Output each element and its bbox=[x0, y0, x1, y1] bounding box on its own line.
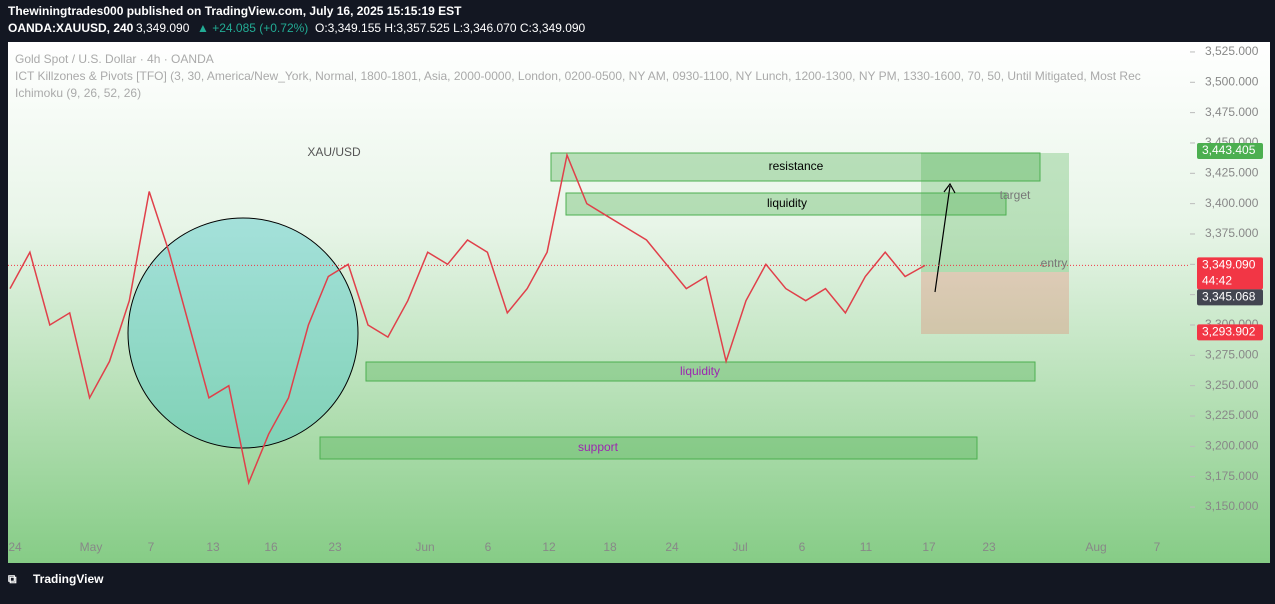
x-tick-label: 23 bbox=[328, 540, 342, 554]
y-tick-label: 3,525.000 bbox=[1205, 44, 1259, 58]
y-tick-label: 3,400.000 bbox=[1205, 196, 1259, 210]
x-tick-label: 11 bbox=[860, 540, 873, 554]
plot bbox=[9, 152, 926, 486]
stop-zone bbox=[921, 272, 1069, 334]
circle-annotation bbox=[127, 217, 359, 449]
price-tag-label: 3,293.902 bbox=[1202, 325, 1256, 339]
x-tick-label: 16 bbox=[264, 540, 278, 554]
price-tag bbox=[1197, 324, 1263, 341]
y-tick-label: 3,375.000 bbox=[1205, 226, 1259, 240]
legend-line: ICT Killzones & Pivots [TFO] (3, 30, Ame… bbox=[15, 69, 1141, 83]
annotation: target bbox=[1000, 188, 1031, 202]
x-tick-label: May bbox=[80, 540, 103, 554]
brand: TradingView bbox=[33, 572, 104, 586]
chart-area bbox=[8, 42, 1270, 563]
x-tick-label: 12 bbox=[542, 540, 556, 554]
chart-title: XAU/USD bbox=[307, 145, 361, 159]
y-tick-label: 3,250.000 bbox=[1205, 378, 1259, 392]
y-tick-label: 3,275.000 bbox=[1205, 348, 1259, 362]
symbol: OANDA:XAUUSD, 240 bbox=[8, 21, 134, 35]
annotation: liquidity bbox=[680, 364, 720, 378]
y-tick-label: 3,225.000 bbox=[1205, 408, 1259, 422]
x-tick-label: 6 bbox=[485, 540, 492, 554]
x-tick-label: 7 bbox=[148, 540, 155, 554]
x-tick-label: 23 bbox=[982, 540, 996, 554]
x-tick-label: 24 bbox=[8, 540, 22, 554]
x-tick-label: Aug bbox=[1085, 540, 1106, 554]
last-price: 3,349.090 bbox=[136, 21, 190, 35]
publisher: Thewiningtrades000 published on TradingV… bbox=[8, 4, 462, 18]
price-line bbox=[9, 152, 926, 486]
y-tick-label: 3,500.000 bbox=[1205, 74, 1259, 88]
legend-line: Gold Spot / U.S. Dollar · 4h · OANDA bbox=[15, 52, 214, 66]
ohlc: O:3,349.155 H:3,357.525 L:3,346.070 C:3,… bbox=[315, 21, 586, 35]
support-box bbox=[319, 436, 978, 460]
price-tag-label: 3,345.068 bbox=[1202, 290, 1256, 304]
legend-line: Ichimoku (9, 26, 52, 26) bbox=[15, 86, 141, 100]
x-tick-label: Jul bbox=[732, 540, 747, 554]
x-tick-label: 13 bbox=[206, 540, 220, 554]
price-tag bbox=[1197, 289, 1263, 306]
brand-logo: ⧉ bbox=[8, 572, 17, 586]
change: ▲ +24.085 (+0.72%) bbox=[197, 21, 308, 35]
y-tick-label: 3,150.000 bbox=[1205, 499, 1259, 513]
x-tick-label: 18 bbox=[603, 540, 617, 554]
x-tick-label: Jun bbox=[415, 540, 434, 554]
resistance-box bbox=[550, 152, 1041, 182]
annotation: support bbox=[578, 440, 619, 454]
y-tick-label: 3,475.000 bbox=[1205, 105, 1259, 119]
price-tag bbox=[1197, 257, 1263, 290]
liquidity-box bbox=[365, 361, 1036, 382]
y-tick-label: 3,200.000 bbox=[1205, 439, 1259, 453]
y-tick-label: 3,175.000 bbox=[1205, 469, 1259, 483]
x-tick-label: 7 bbox=[1154, 540, 1161, 554]
x-tick-label: 17 bbox=[922, 540, 936, 554]
y-tick-label: 3,425.000 bbox=[1205, 165, 1259, 179]
arrow bbox=[934, 182, 956, 293]
x-tick-label: 24 bbox=[665, 540, 679, 554]
price-tag bbox=[1197, 142, 1263, 159]
annotation: resistance bbox=[769, 159, 824, 173]
price-tag-label: 3,349.090 bbox=[1202, 258, 1256, 272]
annotation: entry bbox=[1041, 256, 1068, 270]
liquidity-box bbox=[565, 192, 1007, 216]
annotation: liquidity bbox=[767, 196, 807, 210]
price-tag-label: 3,443.405 bbox=[1202, 143, 1256, 157]
countdown: 44:42 bbox=[1202, 274, 1232, 288]
x-tick-label: 6 bbox=[799, 540, 806, 554]
